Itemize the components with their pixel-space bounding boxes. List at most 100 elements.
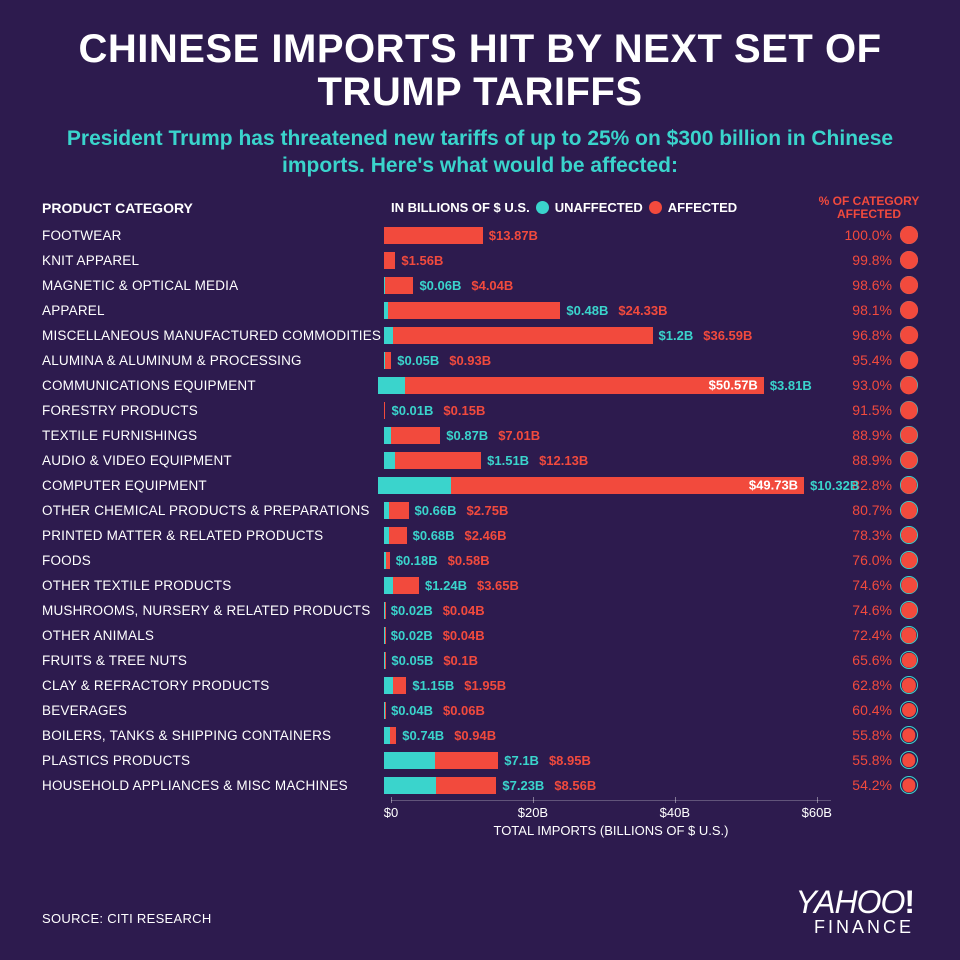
legend-swatch-unaffected (536, 201, 549, 214)
bar-zone: $49.73B$10.32B (378, 473, 818, 498)
bar-stack (384, 752, 498, 769)
pct-zone: 72.4% (816, 626, 924, 644)
value-unaffected: $1.2B (659, 328, 694, 343)
axis-tick: $60B (802, 805, 832, 820)
value-unaffected: $0.06B (419, 278, 461, 293)
table-row: AUDIO & VIDEO EQUIPMENT$1.51B$12.13B88.9… (36, 448, 924, 473)
bar-affected (385, 652, 386, 669)
pct-value: 72.4% (852, 627, 892, 643)
pct-circle-icon (900, 251, 918, 269)
bar-unaffected (384, 677, 392, 694)
bar-affected (391, 427, 441, 444)
bar-stack (384, 727, 396, 744)
bar-stack (384, 277, 413, 294)
pct-value: 55.8% (852, 727, 892, 743)
pct-circle-icon (900, 726, 918, 744)
category-label: KNIT APPAREL (36, 253, 384, 268)
table-row: MAGNETIC & OPTICAL MEDIA$0.06B$4.04B98.6… (36, 273, 924, 298)
value-affected: $24.33B (618, 303, 667, 318)
bar-zone: $0.66B$2.75B (384, 498, 816, 523)
value-unaffected: $1.51B (487, 453, 529, 468)
pct-circle-icon (900, 701, 918, 719)
bar-affected (384, 402, 385, 419)
bar-affected (386, 552, 390, 569)
pct-zone: 80.7% (816, 501, 924, 519)
value-unaffected: $7.1B (504, 753, 539, 768)
bar-unaffected (384, 327, 393, 344)
pct-circle-icon (900, 651, 918, 669)
bar-zone: $0.04B$0.06B (384, 698, 816, 723)
pct-value: 98.6% (852, 277, 892, 293)
value-unaffected: $0.48B (566, 303, 608, 318)
category-label: COMMUNICATIONS EQUIPMENT (36, 378, 378, 393)
bar-stack (384, 352, 391, 369)
legend-unaffected: UNAFFECTED (555, 200, 643, 215)
pct-value: 80.7% (852, 502, 892, 518)
legend-swatch-affected (649, 201, 662, 214)
pct-circle-icon (900, 476, 918, 494)
pct-circle-icon (900, 626, 918, 644)
value-affected: $13.87B (489, 228, 538, 243)
bar-value-labels: $3.81B (770, 378, 822, 393)
table-row: ALUMINA & ALUMINUM & PROCESSING$0.05B$0.… (36, 348, 924, 373)
bar-zone: $0.74B$0.94B (384, 723, 816, 748)
bar-unaffected (384, 752, 434, 769)
pct-value: 62.8% (852, 677, 892, 693)
bar-stack (384, 302, 560, 319)
bar-value-labels: $0.87B$7.01B (446, 428, 540, 443)
pct-circle-icon (900, 776, 918, 794)
table-row: FRUITS & TREE NUTS$0.05B$0.1B65.6% (36, 648, 924, 673)
value-affected: $4.04B (471, 278, 513, 293)
table-row: OTHER CHEMICAL PRODUCTS & PREPARATIONS$0… (36, 498, 924, 523)
bar-stack (378, 477, 804, 494)
category-label: BOILERS, TANKS & SHIPPING CONTAINERS (36, 728, 384, 743)
pct-circle-icon (900, 451, 918, 469)
bar-value-labels: $7.23B$8.56B (502, 778, 596, 793)
value-unaffected: $0.05B (391, 653, 433, 668)
bar-zone: $1.2B$36.59B (384, 323, 816, 348)
pct-circle-icon (900, 301, 918, 319)
pct-zone: 55.8% (816, 726, 924, 744)
pct-value: 60.4% (852, 702, 892, 718)
category-label: FORESTRY PRODUCTS (36, 403, 384, 418)
bar-stack (384, 227, 482, 244)
bar-value-labels: $0.05B$0.93B (397, 353, 491, 368)
pct-value: 76.0% (852, 552, 892, 568)
value-affected: $8.56B (554, 778, 596, 793)
bar-stack (384, 427, 440, 444)
value-affected: $0.04B (443, 603, 485, 618)
table-row: PLASTICS PRODUCTS$7.1B$8.95B55.8% (36, 748, 924, 773)
bar-affected (395, 452, 481, 469)
bar-value-labels: $0.01B$0.15B (391, 403, 485, 418)
bar-zone: $0.06B $4.04B (384, 273, 816, 298)
bar-affected (390, 727, 397, 744)
pct-value: 93.0% (852, 377, 892, 393)
bar-value-labels: $0.66B$2.75B (415, 503, 509, 518)
brand-logo: YAHOO! FINANCE (796, 884, 914, 938)
table-row: CLAY & REFRACTORY PRODUCTS$1.15B$1.95B62… (36, 673, 924, 698)
category-label: CLAY & REFRACTORY PRODUCTS (36, 678, 384, 693)
pct-zone: 62.8% (816, 676, 924, 694)
column-headers: PRODUCT CATEGORY IN BILLIONS OF $ U.S. U… (36, 197, 924, 219)
pct-circle-icon (900, 576, 918, 594)
bar-affected (384, 252, 395, 269)
bar-stack (384, 502, 408, 519)
bar-affected (436, 777, 497, 794)
bar-unaffected (384, 577, 393, 594)
table-row: COMPUTER EQUIPMENT$49.73B$10.32B82.8% (36, 473, 924, 498)
value-unaffected: $0.18B (396, 553, 438, 568)
bar-zone: $13.87B (384, 223, 816, 248)
header-category: PRODUCT CATEGORY (36, 200, 391, 216)
table-row: BEVERAGES$0.04B$0.06B60.4% (36, 698, 924, 723)
bar-value-labels: $1.51B$12.13B (487, 453, 588, 468)
table-row: OTHER TEXTILE PRODUCTS$1.24B$3.65B74.6% (36, 573, 924, 598)
category-label: FOODS (36, 553, 384, 568)
pct-circle-icon (900, 276, 918, 294)
bar-affected (385, 352, 392, 369)
pct-zone: 76.0% (816, 551, 924, 569)
table-row: FOOTWEAR$13.87B100.0% (36, 223, 924, 248)
bar-stack (384, 577, 419, 594)
header-pct: % OF CATEGORY AFFECTED (814, 195, 924, 221)
bar-affected (389, 527, 406, 544)
axis-tick: $40B (660, 805, 690, 820)
